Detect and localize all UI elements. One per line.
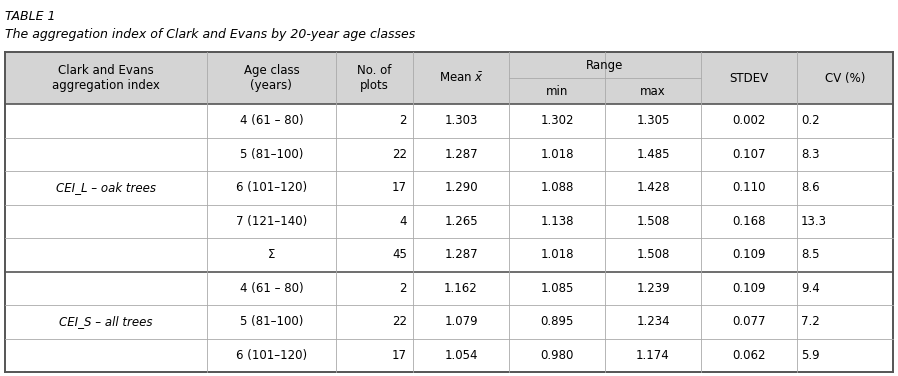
Text: 0.077: 0.077 — [732, 315, 766, 328]
Text: 1.428: 1.428 — [636, 181, 670, 194]
Text: 1.138: 1.138 — [541, 215, 574, 228]
Bar — [5, 104, 893, 138]
Text: 0.109: 0.109 — [732, 248, 766, 261]
Text: 1.162: 1.162 — [445, 282, 478, 295]
Text: 4: 4 — [400, 215, 407, 228]
Text: 1.079: 1.079 — [445, 315, 478, 328]
Text: 1.054: 1.054 — [445, 349, 478, 362]
Text: 0.2: 0.2 — [801, 114, 820, 127]
Text: 1.290: 1.290 — [445, 181, 478, 194]
Text: 2: 2 — [400, 282, 407, 295]
Text: 0.062: 0.062 — [732, 349, 766, 362]
Text: 0.110: 0.110 — [732, 181, 766, 194]
Text: Σ: Σ — [268, 248, 275, 261]
Text: 8.6: 8.6 — [801, 181, 820, 194]
Text: 0.107: 0.107 — [732, 148, 766, 161]
Text: 5 (81–100): 5 (81–100) — [240, 148, 304, 161]
Bar — [5, 271, 893, 305]
Text: 1.265: 1.265 — [445, 215, 478, 228]
Bar — [5, 205, 893, 238]
Text: 1.018: 1.018 — [541, 248, 574, 261]
Text: Age class
(years): Age class (years) — [243, 64, 299, 92]
Text: 22: 22 — [392, 315, 407, 328]
Text: 1.174: 1.174 — [636, 349, 670, 362]
Text: 5.9: 5.9 — [801, 349, 820, 362]
Text: 1.018: 1.018 — [541, 148, 574, 161]
Text: 1.485: 1.485 — [637, 148, 670, 161]
Text: 7 (121–140): 7 (121–140) — [236, 215, 307, 228]
Bar — [5, 238, 893, 271]
Text: 22: 22 — [392, 148, 407, 161]
Text: CEI_L – oak trees: CEI_L – oak trees — [56, 181, 155, 194]
Text: 2: 2 — [400, 114, 407, 127]
Text: 17: 17 — [392, 181, 407, 194]
Text: Clark and Evans
aggregation index: Clark and Evans aggregation index — [52, 64, 160, 92]
Text: 0.895: 0.895 — [541, 315, 574, 328]
Text: 9.4: 9.4 — [801, 282, 820, 295]
Text: 4 (61 – 80): 4 (61 – 80) — [240, 114, 304, 127]
Bar — [5, 338, 893, 372]
Bar — [5, 171, 893, 205]
Text: Mean $\bar{x}$: Mean $\bar{x}$ — [438, 71, 483, 85]
Text: 0.980: 0.980 — [541, 349, 574, 362]
Text: 0.109: 0.109 — [732, 282, 766, 295]
Text: 1.305: 1.305 — [637, 114, 670, 127]
Text: 6 (101–120): 6 (101–120) — [236, 181, 307, 194]
Text: 1.302: 1.302 — [541, 114, 574, 127]
Text: 17: 17 — [392, 349, 407, 362]
Text: 8.3: 8.3 — [801, 148, 820, 161]
Text: 1.287: 1.287 — [445, 148, 478, 161]
Text: 1.287: 1.287 — [445, 248, 478, 261]
Text: 7.2: 7.2 — [801, 315, 820, 328]
Text: 45: 45 — [392, 248, 407, 261]
Text: TABLE 1: TABLE 1 — [5, 10, 56, 23]
Text: 6 (101–120): 6 (101–120) — [236, 349, 307, 362]
Text: max: max — [640, 85, 666, 97]
Text: 1.234: 1.234 — [636, 315, 670, 328]
Text: min: min — [546, 85, 568, 97]
Text: 1.508: 1.508 — [637, 248, 670, 261]
Text: 13.3: 13.3 — [801, 215, 827, 228]
Text: 5 (81–100): 5 (81–100) — [240, 315, 304, 328]
Text: 0.002: 0.002 — [732, 114, 766, 127]
Text: Range: Range — [586, 59, 624, 71]
Bar — [5, 138, 893, 171]
Text: CV (%): CV (%) — [824, 71, 865, 85]
Text: 1.303: 1.303 — [445, 114, 478, 127]
Text: The aggregation index of Clark and Evans by 20-year age classes: The aggregation index of Clark and Evans… — [5, 28, 415, 41]
Bar — [5, 52, 893, 104]
Text: 1.085: 1.085 — [541, 282, 574, 295]
Text: 0.168: 0.168 — [732, 215, 766, 228]
Text: STDEV: STDEV — [729, 71, 769, 85]
Text: No. of
plots: No. of plots — [357, 64, 392, 92]
Text: 4 (61 – 80): 4 (61 – 80) — [240, 282, 304, 295]
Text: 1.239: 1.239 — [636, 282, 670, 295]
Bar — [5, 305, 893, 338]
Text: 1.508: 1.508 — [637, 215, 670, 228]
Text: 8.5: 8.5 — [801, 248, 820, 261]
Text: CEI_S – all trees: CEI_S – all trees — [59, 315, 153, 328]
Text: 1.088: 1.088 — [541, 181, 574, 194]
